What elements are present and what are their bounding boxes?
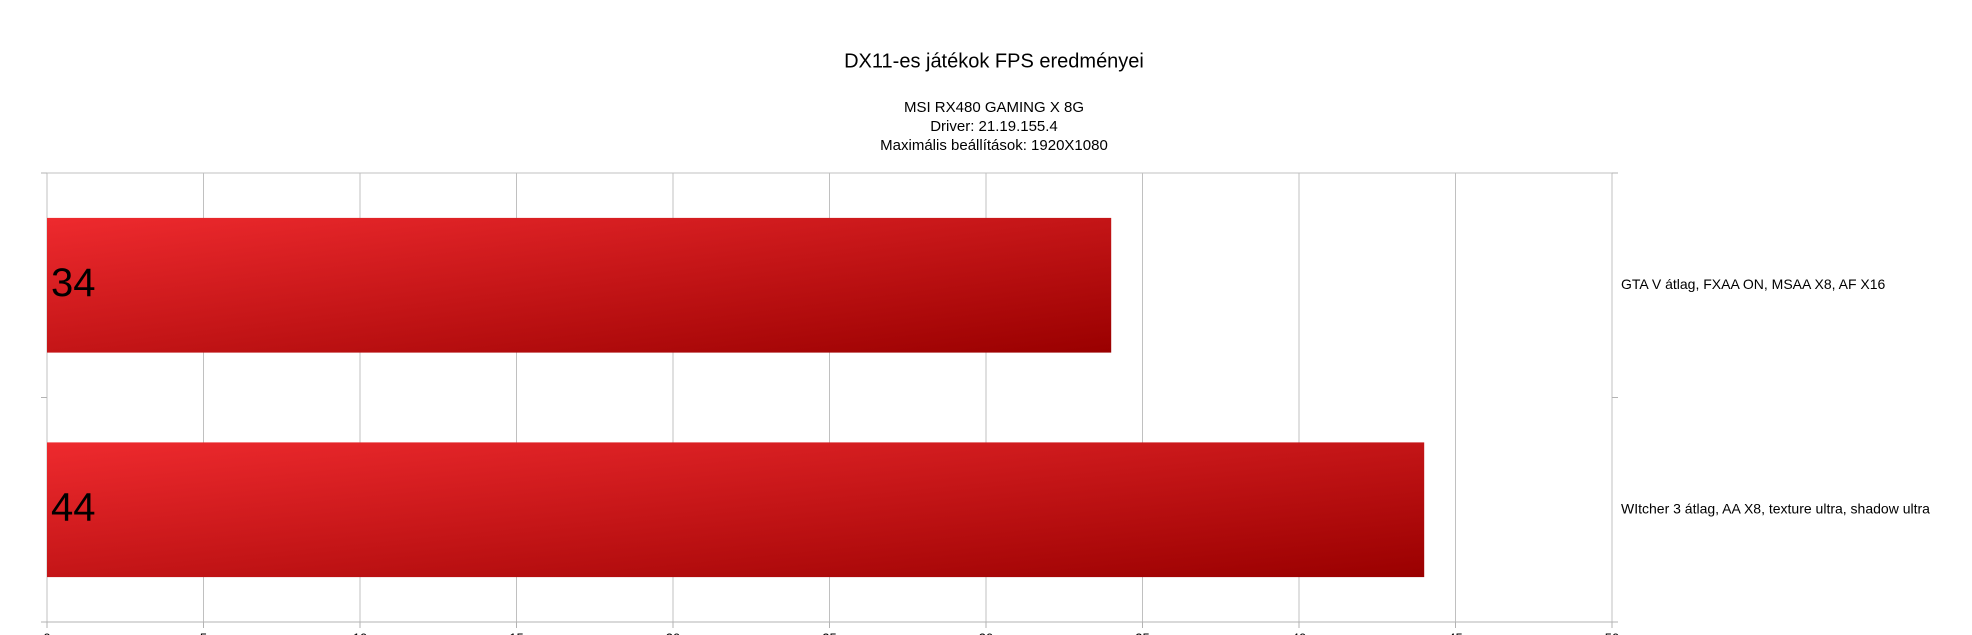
x-tick-label: 50 <box>1605 630 1619 635</box>
bar <box>47 217 1112 353</box>
value-label: 44 <box>51 485 96 529</box>
chart-subtitle: Driver: 21.19.155.4 <box>930 118 1058 135</box>
value-label: 34 <box>51 261 96 305</box>
y-tick-label: WItcher 3 átlag, AA X8, texture ultra, s… <box>1621 500 1930 516</box>
bar <box>47 442 1425 578</box>
y-tick-label: GTA V átlag, FXAA ON, MSAA X8, AF X16 <box>1621 276 1886 292</box>
x-tick-label: 15 <box>509 630 523 635</box>
x-tick-label: 40 <box>1292 630 1306 635</box>
x-tick-label: 0 <box>43 630 50 635</box>
chart-subtitle: Maximális beállítások: 1920X1080 <box>880 137 1108 154</box>
x-tick-label: 35 <box>1135 630 1149 635</box>
x-tick-label: 30 <box>979 630 993 635</box>
x-tick-label: 10 <box>353 630 367 635</box>
x-tick-label: 25 <box>822 630 836 635</box>
x-tick-label: 5 <box>200 630 207 635</box>
chart-subtitle: MSI RX480 GAMING X 8G <box>904 99 1084 116</box>
chart-title: DX11-es játékok FPS eredményei <box>844 50 1144 72</box>
x-tick-label: 20 <box>666 630 680 635</box>
x-tick-label: 45 <box>1448 630 1462 635</box>
